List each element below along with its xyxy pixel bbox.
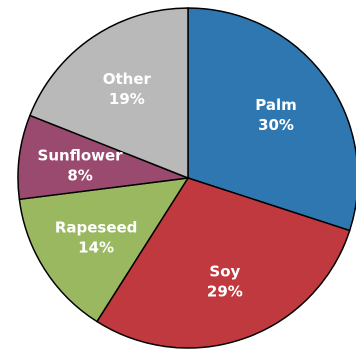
- slice-rapeseed: [18, 177, 190, 323]
- slice-label-rapeseed: Rapeseed: [55, 218, 138, 236]
- slice-value-other: 19%: [109, 90, 145, 108]
- slice-label-soy: Soy: [209, 262, 240, 280]
- slice-value-palm: 30%: [258, 116, 294, 134]
- slice-value-sunflower: 8%: [67, 166, 92, 184]
- slice-labels: Palm 30% Soy 29% Rapeseed 14% Sunflower 8% Other…: [38, 70, 297, 300]
- slice-value-rapeseed: 14%: [78, 238, 114, 256]
- slice-label-other: Other: [103, 70, 152, 88]
- slice-label-palm: Palm: [255, 96, 296, 114]
- slice-value-soy: 29%: [207, 282, 243, 300]
- slice-other: [28, 7, 189, 180]
- slice-label-sunflower: Sunflower: [38, 146, 124, 164]
- slice-palm: [187, 7, 356, 232]
- slice-soy: [95, 177, 351, 349]
